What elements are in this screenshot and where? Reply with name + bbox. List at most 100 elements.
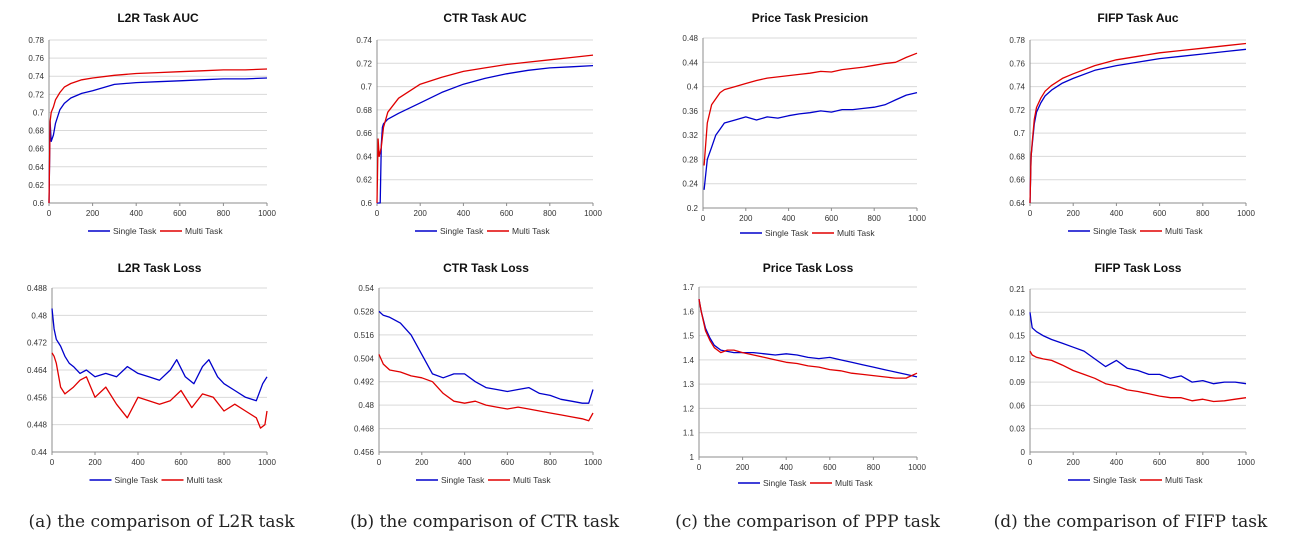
x-tick-label: 200 [86,209,100,218]
y-tick-label: 0.12 [1009,355,1025,364]
chart-title: FIFP Task Loss [1095,261,1182,275]
x-tick-label: 200 [736,463,750,472]
y-tick-label: 0.2 [687,204,699,213]
y-tick-label: 0.36 [682,107,698,116]
y-tick-label: 0.48 [358,401,374,410]
y-tick-label: 0.32 [682,131,698,140]
y-tick-label: 1.6 [683,307,695,316]
series-line-multi [698,298,918,379]
x-tick-label: 600 [173,209,187,218]
y-tick-label: 0.44 [31,448,47,457]
series-line-multi [51,352,268,429]
x-tick-label: 800 [1196,458,1210,467]
legend-entry: Single Task [765,228,809,238]
x-tick-label: 600 [823,463,837,472]
y-tick-label: 0.448 [27,421,48,430]
y-tick-label: 0.7 [33,108,45,117]
y-tick-label: 1.3 [683,380,695,389]
y-tick-label: 0.6 [33,199,45,208]
caption-a: (a) the comparison of L2R task [28,512,295,532]
y-tick-label: 1.2 [683,404,695,413]
y-tick-label: 0.78 [1009,36,1025,45]
series-line-multi [376,54,594,204]
y-tick-label: 0.6 [361,199,373,208]
x-tick-label: 1000 [1237,209,1255,218]
y-tick-label: 0.48 [31,311,47,320]
x-tick-label: 1000 [908,463,926,472]
legend-entry: Multi Task [513,475,551,485]
y-tick-label: 0.72 [356,59,372,68]
y-tick-label: 0.74 [1009,83,1025,92]
y-tick-label: 0.72 [1009,106,1025,115]
y-tick-label: 1.1 [683,429,695,438]
legend-entry: Single Task [1093,475,1137,485]
series-line-single [378,310,594,404]
legend-entry: Multi Task [1165,475,1203,485]
legend-entry: Single Task [440,226,484,236]
y-tick-label: 0.68 [1009,152,1025,161]
x-tick-label: 600 [174,458,188,467]
x-tick-label: 800 [217,209,231,218]
x-tick-label: 600 [1153,209,1167,218]
y-tick-label: 0.472 [27,339,48,348]
x-tick-label: 200 [415,458,429,467]
x-tick-label: 1000 [584,209,602,218]
x-tick-label: 0 [1028,458,1033,467]
y-tick-label: 0.15 [1009,332,1025,341]
y-tick-label: 0.68 [356,106,372,115]
y-tick-label: 0.528 [354,307,375,316]
x-tick-label: 1000 [908,214,926,223]
x-tick-label: 800 [868,214,882,223]
y-tick-label: 0.64 [1009,199,1025,208]
y-tick-label: 0.4 [687,83,699,92]
x-tick-label: 0 [50,458,55,467]
y-tick-label: 0.468 [354,425,375,434]
series-line-single [1029,312,1247,385]
legend-entry: Single Task [115,475,159,485]
legend-entry: Multi Task [1165,226,1203,236]
series-line-single [698,298,918,378]
x-tick-label: 400 [782,214,796,223]
x-tick-label: 400 [780,463,794,472]
legend-entry: Single Task [113,226,157,236]
y-tick-label: 1.4 [683,356,695,365]
x-tick-label: 400 [457,209,471,218]
x-tick-label: 400 [130,209,144,218]
y-tick-label: 1.5 [683,332,695,341]
y-tick-label: 0.78 [28,36,44,45]
legend-entry: Multi Task [512,226,550,236]
x-tick-label: 200 [1067,458,1081,467]
x-tick-label: 400 [1110,458,1124,467]
series-line-multi [48,68,268,204]
series-line-multi [1029,350,1247,403]
y-tick-label: 0.488 [27,284,48,293]
chart-title: CTR Task Loss [443,261,529,275]
chart-title: FIFP Task Auc [1097,11,1178,25]
x-tick-label: 600 [825,214,839,223]
x-tick-label: 0 [377,458,382,467]
y-tick-label: 0.456 [354,448,375,457]
series-line-multi [703,52,918,166]
y-tick-label: 0.64 [356,152,372,161]
x-tick-label: 400 [131,458,145,467]
y-tick-label: 0.48 [682,34,698,43]
x-tick-label: 200 [1067,209,1081,218]
x-tick-label: 600 [501,458,515,467]
y-tick-label: 0.66 [28,145,44,154]
x-tick-label: 800 [1196,209,1210,218]
y-tick-label: 0.44 [682,58,698,67]
x-tick-label: 1000 [1237,458,1255,467]
legend-entry: Single Task [441,475,485,485]
series-line-multi [378,354,594,422]
y-tick-label: 0.09 [1009,378,1025,387]
y-tick-label: 0.03 [1009,425,1025,434]
caption-d: (d) the comparison of FIFP task [993,512,1268,532]
y-tick-label: 0.24 [682,180,698,189]
series-line-single [51,308,268,402]
y-tick-label: 0.76 [28,54,44,63]
series-line-single [48,77,268,204]
x-tick-label: 600 [500,209,514,218]
y-tick-label: 1.7 [683,283,695,292]
x-tick-label: 0 [1028,209,1033,218]
x-tick-label: 0 [701,214,706,223]
